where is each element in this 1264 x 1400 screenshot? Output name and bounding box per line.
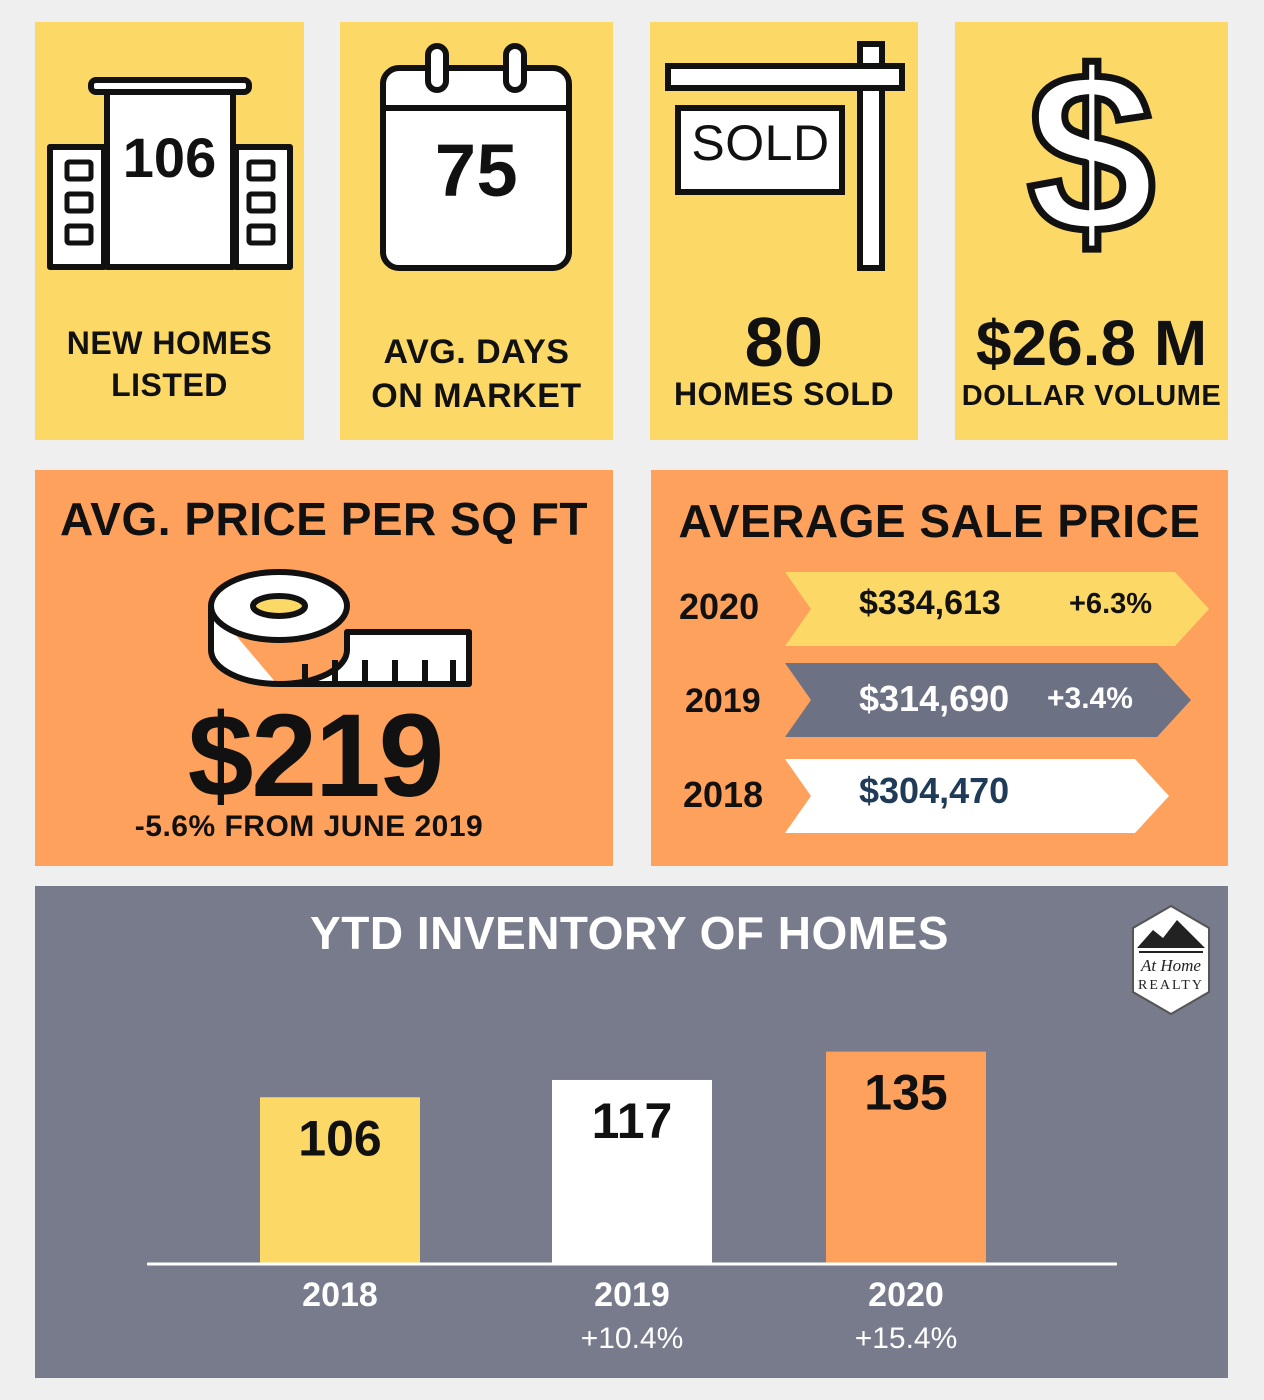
dollar-volume-tile: $ $26.8 M DOLLAR VOLUME [955,22,1228,440]
homes-sold-value: 80 [744,303,824,381]
price-sqft-title: AVG. PRICE PER SQ FT [60,493,588,545]
calendar-icon [380,43,572,271]
bar-value-label-2020: 135 [864,1065,947,1121]
homes-sold-label: HOMES SOLD [673,376,895,412]
avg-sale-title: AVERAGE SALE PRICE [678,495,1201,547]
logo-script-text: At Home [1141,956,1201,975]
dollar-icon: $ [1024,24,1159,281]
bar-value-label-2018: 106 [298,1110,381,1166]
homes-sold-tile: SOLD 80 HOMES SOLD [650,22,918,440]
avg-sale-price-2020: $334,613 [859,584,1001,622]
avg-sale-price-2019: $314,690 [859,678,1010,719]
new-homes-label-line2: LISTED [111,367,228,403]
new-homes-label: NEW HOMES LISTED [35,322,304,406]
ytd-inventory-panel: YTD INVENTORY OF HOMES At Home REALTY 10… [35,886,1228,1378]
price-sqft-change: -5.6% FROM JUNE 2019 [134,810,484,843]
arrow-2019 [785,663,1191,737]
chart-title: YTD INVENTORY OF HOMES [310,907,949,959]
days-label-line1: AVG. DAYS [383,333,570,371]
avg-sale-year-2019: 2019 [685,682,761,720]
average-sale-price-panel: AVERAGE SALE PRICE 2020 $334,613 +6.3% 2… [651,470,1228,866]
new-homes-listed-tile: 106 NEW HOMES LISTED [35,22,304,440]
category-label-2020: 2020 [868,1276,944,1314]
tape-measure-icon [208,569,472,687]
avg-sale-price-2018: $304,470 [859,770,1010,811]
days-value: 75 [434,129,519,212]
category-label-2018: 2018 [302,1276,378,1314]
arrow-2020 [785,572,1209,646]
avg-sale-year-2020: 2020 [679,586,760,627]
avg-sale-change-2019: +3.4% [1047,682,1133,715]
sold-sign-icon [665,41,905,271]
inventory-bar-chart: 106 2018 117 2019 +10.4% 135 2020 +15.4% [147,1051,1117,1355]
bar-2019 [552,1079,712,1264]
bar-2020 [826,1051,986,1264]
arrow-2018 [785,759,1169,833]
price-per-sqft-panel: AVG. PRICE PER SQ FT $219 -5.6% FROM JUN… [35,470,613,866]
dollar-volume-label: DOLLAR VOLUME [961,380,1222,412]
logo-badge-icon [1132,904,1210,1016]
dollar-volume-value: $26.8 M [975,307,1208,379]
days-label-line2: ON MARKET [371,377,582,415]
sold-sign-text: SOLD [691,115,830,171]
building-icon [47,77,293,270]
avg-sale-change-2020: +6.3% [1069,588,1153,620]
at-home-realty-logo: At Home REALTY [1127,904,1215,1016]
bar-2018 [260,1097,420,1264]
logo-realty-text: REALTY [1138,978,1204,993]
price-sqft-value: $219 [187,690,445,822]
days-on-market-tile: 75 AVG. DAYS ON MARKET [340,22,613,440]
new-homes-value: 106 [122,126,217,189]
bar-value-label-2019: 117 [592,1093,673,1149]
category-label-2019: 2019 [594,1276,670,1314]
days-label: AVG. DAYS ON MARKET [340,330,613,418]
change-label-2020: +15.4% [855,1322,958,1355]
avg-sale-year-2018: 2018 [683,774,764,815]
new-homes-label-line1: NEW HOMES [66,325,273,361]
change-label-2019: +10.4% [581,1322,684,1355]
